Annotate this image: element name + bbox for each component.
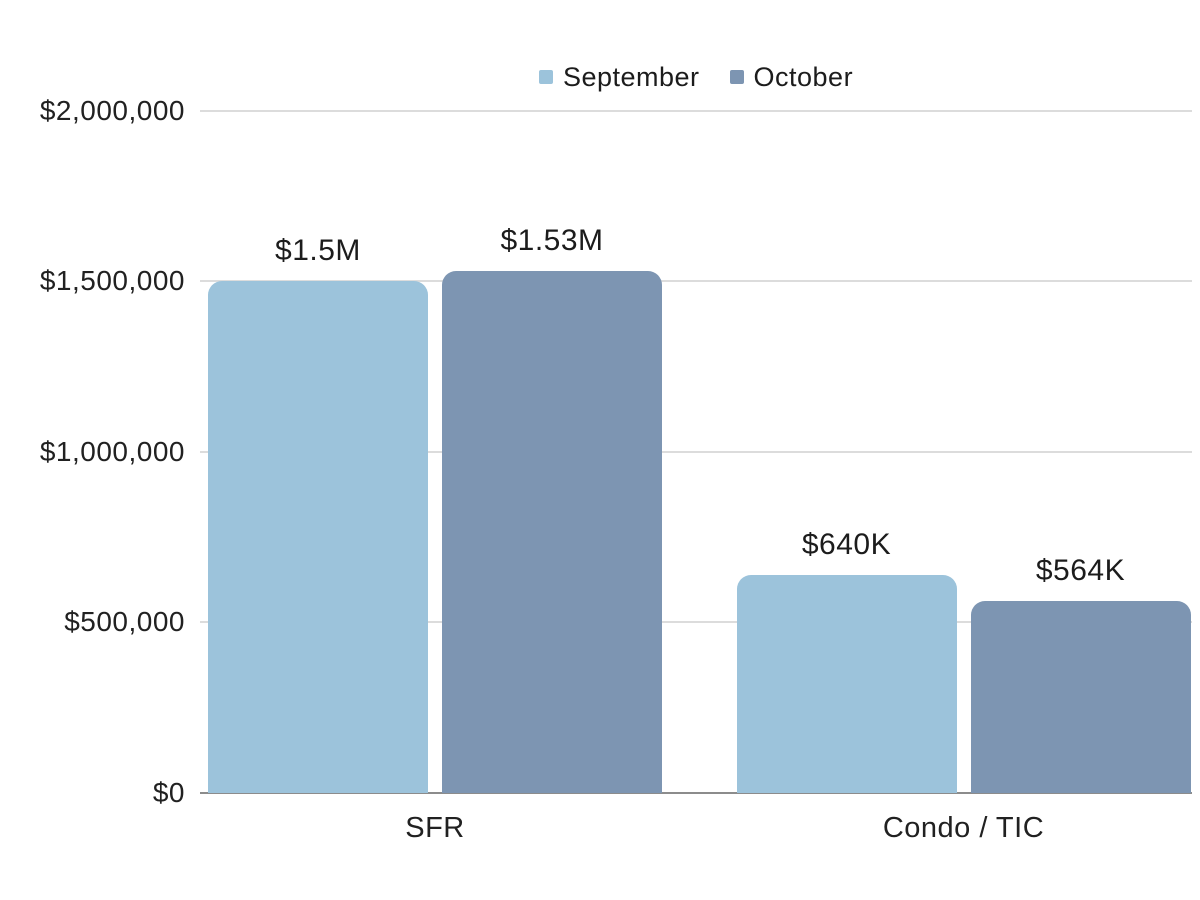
y-axis-tick-label: $1,000,000 [39, 435, 185, 467]
legend-swatch-september-icon [538, 70, 553, 84]
bar-value-label-october-sfr: $1.53M [500, 223, 604, 257]
gridline [200, 621, 1192, 624]
y-axis-tick-label: $1,500,000 [39, 265, 185, 297]
bar-september-sfr[interactable] [208, 281, 428, 793]
bar-october-condo-tic[interactable] [970, 600, 1191, 793]
gridline [200, 450, 1192, 453]
bar-october-sfr[interactable] [442, 270, 662, 793]
legend: September October [200, 58, 1192, 96]
x-axis-label-sfr: SFR [405, 812, 465, 844]
bar-value-label-september-condo-tic: $640K [801, 527, 892, 561]
x-axis-baseline [200, 792, 1192, 794]
legend-label-october: October [753, 61, 854, 92]
bar-value-label-september-sfr: $1.5M [275, 234, 361, 268]
y-axis-tick-label: $500,000 [64, 606, 185, 638]
legend-label-september: September [562, 61, 700, 92]
legend-item-october[interactable]: October [729, 61, 854, 93]
y-axis-tick-label: $2,000,000 [39, 94, 185, 126]
x-axis-label-condo-tic: Condo / TIC [882, 812, 1045, 844]
legend-item-september[interactable]: September [538, 61, 700, 93]
y-axis-tick-label: $0 [152, 777, 185, 808]
gridline [200, 109, 1192, 112]
bar-september-condo-tic[interactable] [736, 574, 957, 793]
gridline [200, 280, 1192, 283]
bar-value-label-october-condo-tic: $564K [1035, 553, 1126, 587]
legend-swatch-october-icon [729, 70, 744, 84]
